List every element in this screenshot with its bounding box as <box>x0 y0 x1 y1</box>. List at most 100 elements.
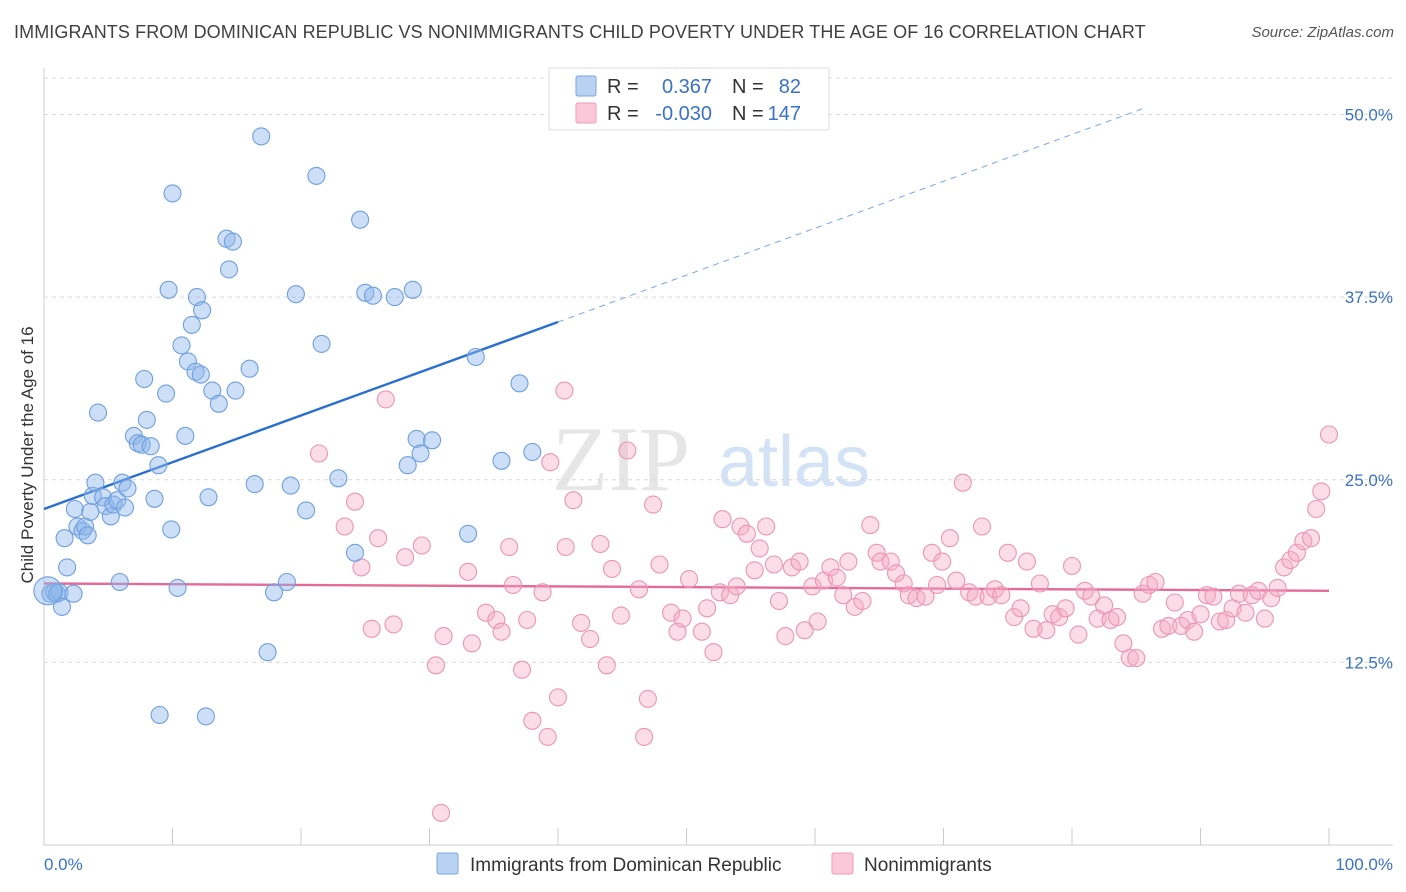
data-point <box>115 498 135 517</box>
axes <box>43 68 1393 846</box>
data-point <box>1120 648 1139 668</box>
data-point <box>1210 612 1229 631</box>
data-point <box>219 260 239 279</box>
data-point <box>252 127 271 146</box>
data-point <box>1268 578 1287 597</box>
stats-r-label-1: R = <box>607 76 639 98</box>
data-point <box>423 431 442 450</box>
data-point <box>199 488 218 507</box>
chart-source: Source: ZipAtlas.com <box>1251 24 1394 41</box>
data-point <box>137 410 156 429</box>
data-point <box>110 572 129 592</box>
data-point <box>309 444 329 463</box>
stats-swatch-immigrants <box>575 75 597 97</box>
data-point <box>581 629 600 649</box>
data-point <box>396 548 415 567</box>
legend-swatch-nonimmigrants <box>831 852 854 875</box>
y-tick-label: 37.5% <box>1345 288 1393 307</box>
data-point <box>803 577 822 596</box>
data-point <box>1262 589 1281 608</box>
data-point <box>928 575 947 595</box>
data-point <box>533 583 552 602</box>
data-point <box>555 381 574 400</box>
data-point <box>362 619 381 638</box>
data-point <box>523 442 542 462</box>
data-point <box>163 184 182 203</box>
x-tick-label-max: 100.0% <box>1335 855 1393 874</box>
data-point <box>564 491 583 510</box>
data-point <box>78 526 97 545</box>
data-point <box>157 384 176 403</box>
data-point <box>757 517 776 536</box>
data-point <box>808 612 827 631</box>
stats-r-value-1: 0.367 <box>662 76 712 98</box>
data-point <box>52 597 72 616</box>
data-point <box>886 564 906 583</box>
data-point <box>277 572 296 592</box>
data-point <box>286 285 305 304</box>
data-point <box>1082 587 1101 606</box>
data-point <box>692 622 711 641</box>
data-point <box>345 492 365 511</box>
data-point <box>159 280 178 299</box>
data-point <box>226 381 245 400</box>
data-point <box>459 524 478 543</box>
data-point <box>510 374 529 393</box>
data-point <box>611 606 631 625</box>
data-point <box>407 429 426 448</box>
legend-label-nonimmigrants: Nonimmigrants <box>864 855 992 876</box>
data-point <box>727 577 746 596</box>
data-point <box>1217 610 1236 630</box>
data-point <box>369 529 388 548</box>
y-tick-label: 12.5% <box>1345 653 1393 672</box>
data-point <box>264 583 284 602</box>
data-point <box>790 552 809 571</box>
data-point <box>839 552 858 571</box>
data-point <box>834 586 853 605</box>
data-point <box>88 403 108 422</box>
data-point <box>186 362 205 381</box>
data-point <box>1307 499 1326 519</box>
data-point <box>853 591 872 611</box>
data-point <box>1197 586 1216 605</box>
trend-line-immigrants-extension <box>557 108 1143 323</box>
watermark: ZIP atlas <box>552 408 870 510</box>
data-point <box>1312 482 1331 501</box>
data-point <box>64 584 83 603</box>
data-point <box>745 561 764 580</box>
data-point <box>933 552 952 571</box>
data-point <box>96 497 115 516</box>
data-point <box>644 495 663 514</box>
data-point <box>191 365 210 384</box>
data-point <box>635 727 654 746</box>
chart-title: IMMIGRANTS FROM DOMINICAN REPUBLIC VS NO… <box>14 22 1146 42</box>
data-point <box>1011 599 1030 618</box>
data-point <box>58 558 77 577</box>
stats-swatch-nonimmigrants <box>575 102 597 124</box>
data-point <box>548 688 568 707</box>
data-point <box>1056 599 1075 618</box>
data-point <box>33 576 63 606</box>
data-point <box>953 473 972 492</box>
data-point <box>1165 593 1184 612</box>
data-point <box>541 453 560 472</box>
data-point <box>572 613 591 632</box>
data-point <box>556 537 575 557</box>
data-point <box>673 609 692 628</box>
stats-r-value-2: -0.030 <box>655 103 712 125</box>
data-point <box>713 510 732 529</box>
data-point <box>1236 603 1255 622</box>
data-point <box>101 507 120 526</box>
data-point <box>638 689 657 708</box>
data-point <box>1159 616 1178 635</box>
data-point <box>466 347 485 367</box>
legend-swatch-immigrants <box>436 852 459 875</box>
data-point <box>182 315 201 334</box>
data-point <box>972 517 992 536</box>
trend-lines <box>43 108 1330 592</box>
data-point <box>871 552 890 571</box>
data-point <box>512 660 532 679</box>
data-point <box>662 603 681 622</box>
data-point <box>1146 572 1165 592</box>
